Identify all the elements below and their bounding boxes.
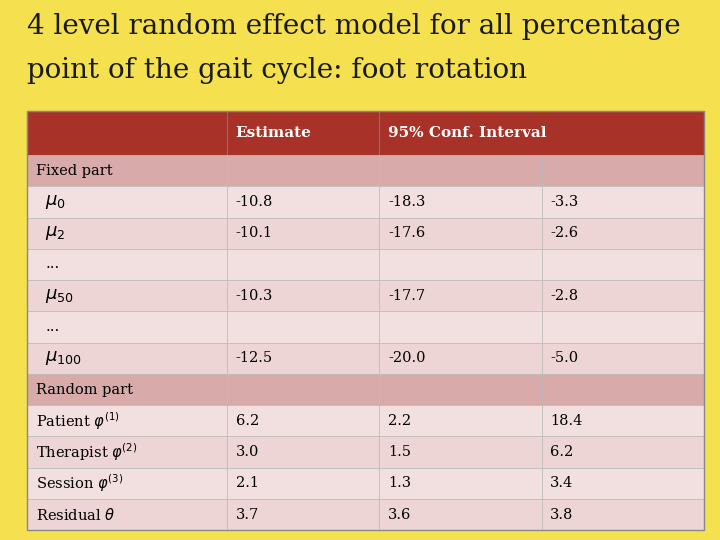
Bar (27, 111, 227, 155)
Bar (227, 468, 379, 499)
Bar (227, 186, 379, 218)
Bar (227, 218, 379, 249)
Bar (227, 436, 379, 468)
Text: 3.6: 3.6 (388, 508, 411, 522)
Bar (27, 218, 227, 249)
Text: $\mu_{2}$: $\mu_{2}$ (45, 224, 66, 242)
Bar (541, 186, 704, 218)
Text: -18.3: -18.3 (388, 195, 426, 209)
Bar (541, 436, 704, 468)
Text: Session $\varphi^{(3)}$: Session $\varphi^{(3)}$ (36, 472, 123, 494)
Text: -17.6: -17.6 (388, 226, 426, 240)
Bar (379, 499, 541, 530)
Text: -10.3: -10.3 (235, 289, 273, 303)
Bar (541, 342, 704, 374)
Bar (227, 249, 379, 280)
Text: -5.0: -5.0 (550, 351, 578, 365)
Bar (379, 280, 541, 312)
Bar (379, 218, 541, 249)
Bar (379, 186, 541, 218)
Bar (541, 405, 704, 436)
Bar (227, 499, 379, 530)
Bar (541, 499, 704, 530)
Bar (27, 405, 227, 436)
Bar (27, 436, 227, 468)
Bar (379, 405, 541, 436)
Text: Fixed part: Fixed part (36, 164, 112, 178)
Text: Therapist $\varphi^{(2)}$: Therapist $\varphi^{(2)}$ (36, 441, 138, 463)
Text: 2.1: 2.1 (235, 476, 258, 490)
Text: -10.8: -10.8 (235, 195, 273, 209)
Text: 3.8: 3.8 (550, 508, 574, 522)
Bar (27, 312, 227, 342)
Bar (27, 342, 227, 374)
Text: 6.2: 6.2 (550, 445, 574, 459)
Bar (27, 186, 227, 218)
Text: 1.3: 1.3 (388, 476, 411, 490)
Bar (227, 312, 379, 342)
Text: point of the gait cycle: foot rotation: point of the gait cycle: foot rotation (27, 57, 527, 84)
Text: 1.5: 1.5 (388, 445, 411, 459)
Text: 2.2: 2.2 (388, 414, 411, 428)
Bar (227, 280, 379, 312)
Bar (541, 312, 704, 342)
Text: $\mu_{100}$: $\mu_{100}$ (45, 349, 82, 367)
Bar (227, 374, 379, 405)
Bar (541, 155, 704, 186)
Bar (541, 280, 704, 312)
Bar (379, 468, 541, 499)
Text: Residual $\theta$: Residual $\theta$ (36, 507, 115, 523)
Bar (379, 111, 704, 155)
Bar (27, 249, 227, 280)
Bar (541, 249, 704, 280)
Text: -20.0: -20.0 (388, 351, 426, 365)
Bar (27, 374, 227, 405)
Text: Patient $\varphi^{(1)}$: Patient $\varphi^{(1)}$ (36, 410, 120, 431)
Text: 6.2: 6.2 (235, 414, 259, 428)
Bar (379, 249, 541, 280)
Bar (379, 155, 541, 186)
Bar (227, 342, 379, 374)
Text: Random part: Random part (36, 382, 133, 396)
Bar (379, 436, 541, 468)
Text: ...: ... (45, 320, 60, 334)
Text: ...: ... (45, 258, 60, 272)
Text: -12.5: -12.5 (235, 351, 273, 365)
Bar (27, 280, 227, 312)
Text: Estimate: Estimate (235, 126, 312, 140)
Text: 3.4: 3.4 (550, 476, 574, 490)
Bar (541, 468, 704, 499)
Text: -17.7: -17.7 (388, 289, 425, 303)
Text: -2.6: -2.6 (550, 226, 578, 240)
Text: 3.7: 3.7 (235, 508, 259, 522)
Bar (379, 342, 541, 374)
Text: $\mu_{50}$: $\mu_{50}$ (45, 287, 74, 305)
Bar (27, 155, 227, 186)
Bar (27, 111, 704, 530)
Bar (227, 405, 379, 436)
Text: 95% Conf. Interval: 95% Conf. Interval (388, 126, 546, 140)
Text: 18.4: 18.4 (550, 414, 582, 428)
Text: -10.1: -10.1 (235, 226, 273, 240)
Bar (541, 374, 704, 405)
Text: 3.0: 3.0 (235, 445, 259, 459)
Text: -3.3: -3.3 (550, 195, 579, 209)
Bar (27, 499, 227, 530)
Text: $\mu_{0}$: $\mu_{0}$ (45, 193, 66, 211)
Text: 4 level random effect model for all percentage: 4 level random effect model for all perc… (27, 14, 681, 40)
Bar (379, 312, 541, 342)
Bar (541, 218, 704, 249)
Bar (227, 111, 379, 155)
Text: -2.8: -2.8 (550, 289, 578, 303)
Bar (379, 374, 541, 405)
Bar (27, 468, 227, 499)
Bar (227, 155, 379, 186)
